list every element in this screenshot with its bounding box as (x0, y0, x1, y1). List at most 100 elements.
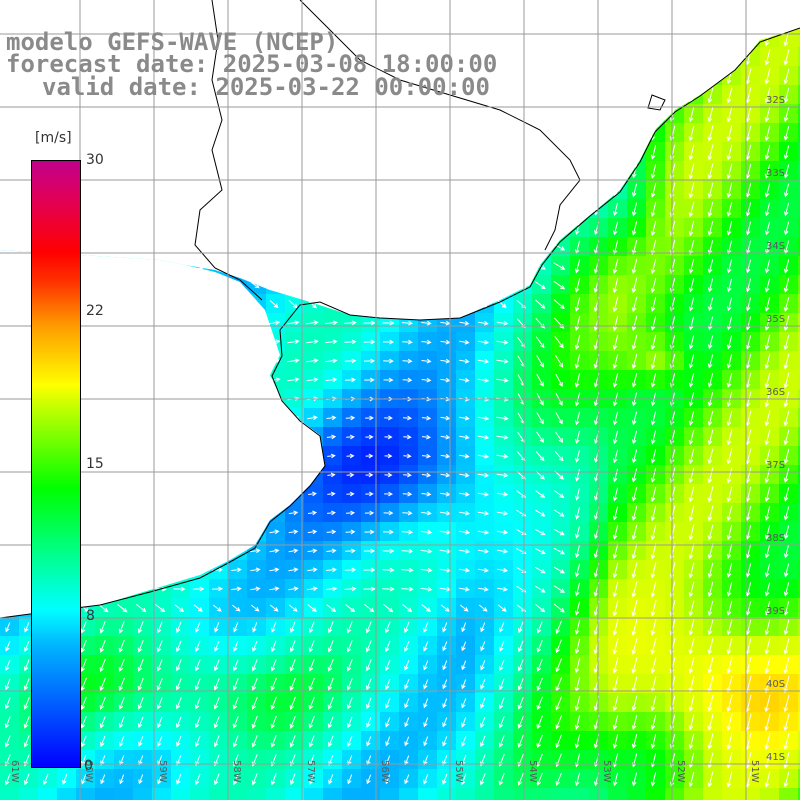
wind-arrow (402, 358, 413, 364)
wind-arrow (575, 469, 580, 482)
wind-cell (513, 636, 533, 656)
wind-cell (475, 503, 495, 523)
wind-arrow (496, 548, 509, 554)
wind-cell (722, 313, 742, 333)
wind-cell (798, 104, 800, 124)
wind-arrow (289, 640, 296, 653)
wind-arrow (764, 713, 771, 732)
wind-cell (798, 503, 800, 523)
wind-arrow (364, 510, 375, 516)
wind-arrow (385, 717, 391, 728)
wind-arrow (365, 621, 372, 634)
wind-arrow (477, 378, 490, 383)
wind-arrow (270, 677, 277, 691)
wind-cell (798, 598, 800, 618)
wind-arrow (783, 619, 790, 636)
wind-arrow (137, 697, 144, 710)
wind-arrow (688, 638, 695, 655)
wind-cell (513, 446, 533, 466)
wind-arrow (631, 221, 638, 236)
wind-arrow (459, 491, 470, 497)
lat-label-39S: 39S (766, 606, 785, 617)
wind-arrow (688, 505, 695, 522)
wind-cell (323, 731, 343, 751)
wind-cell (171, 750, 191, 770)
wind-arrow (383, 604, 394, 613)
wind-arrow (328, 774, 334, 785)
wind-arrow (420, 529, 433, 535)
wind-arrow (461, 717, 467, 728)
wind-arrow (535, 299, 546, 309)
wind-cell (0, 712, 20, 732)
wind-cell (703, 560, 723, 580)
wind-arrow (23, 716, 30, 729)
wind-arrow (420, 586, 433, 592)
wind-cell (741, 541, 761, 561)
wind-arrow (612, 315, 619, 332)
wind-arrow (688, 733, 695, 750)
wind-cell (475, 655, 495, 675)
wind-arrow (404, 660, 410, 671)
wind-cell (646, 351, 666, 371)
wind-arrow (707, 220, 714, 236)
wind-arrow (650, 638, 657, 655)
land-mask (0, 0, 800, 618)
wind-arrow (496, 586, 509, 592)
wind-arrow (306, 320, 319, 325)
wind-arrow (534, 281, 546, 290)
wind-arrow (195, 754, 201, 766)
wind-arrow (499, 622, 505, 633)
wind-cell (0, 750, 20, 770)
wind-cell (760, 484, 780, 504)
wind-cell (798, 655, 800, 675)
wind-arrow (442, 641, 448, 652)
wind-arrow (287, 320, 300, 325)
wind-cell (589, 256, 609, 276)
wind-cell (266, 655, 286, 675)
wind-cell (665, 275, 685, 295)
wind-cell (456, 693, 476, 713)
wind-cell (665, 237, 685, 257)
wind-arrow (575, 430, 580, 445)
wind-cell (646, 332, 666, 352)
wind-arrow (783, 164, 790, 179)
wind-arrow (783, 656, 790, 675)
wind-arrow (726, 278, 733, 293)
wind-cell (589, 313, 609, 333)
wind-cell (228, 731, 248, 751)
wind-arrow (346, 659, 353, 672)
wind-arrow (613, 202, 618, 217)
wind-cell (399, 712, 419, 732)
wind-arrow (327, 716, 334, 729)
wind-arrow (764, 125, 771, 142)
wind-cell (608, 256, 628, 276)
wind-arrow (764, 429, 771, 446)
wind-cell (190, 598, 210, 618)
wind-cell (494, 674, 514, 694)
wind-arrow (194, 716, 201, 729)
wind-cell (627, 218, 647, 238)
wind-cell (665, 313, 685, 333)
wind-cell (266, 731, 286, 751)
wind-arrow (403, 434, 412, 440)
wind-arrow (783, 259, 790, 274)
wind-arrow (707, 600, 714, 617)
wind-arrow (726, 144, 733, 161)
wind-cell (209, 731, 229, 751)
wind-arrow (327, 453, 336, 459)
wind-cell (551, 579, 571, 599)
wind-cell (798, 522, 800, 542)
wind-cell (285, 674, 305, 694)
wind-arrow (80, 640, 87, 653)
wind-arrow (344, 358, 357, 364)
wind-arrow (385, 774, 391, 785)
wind-arrow (688, 354, 695, 369)
wind-arrow (461, 679, 467, 690)
wind-arrow (99, 658, 106, 673)
wind-arrow (783, 334, 790, 351)
wind-cell (171, 731, 191, 751)
wind-cell (513, 294, 533, 314)
wind-cell (513, 313, 533, 333)
wind-cell (532, 598, 552, 618)
